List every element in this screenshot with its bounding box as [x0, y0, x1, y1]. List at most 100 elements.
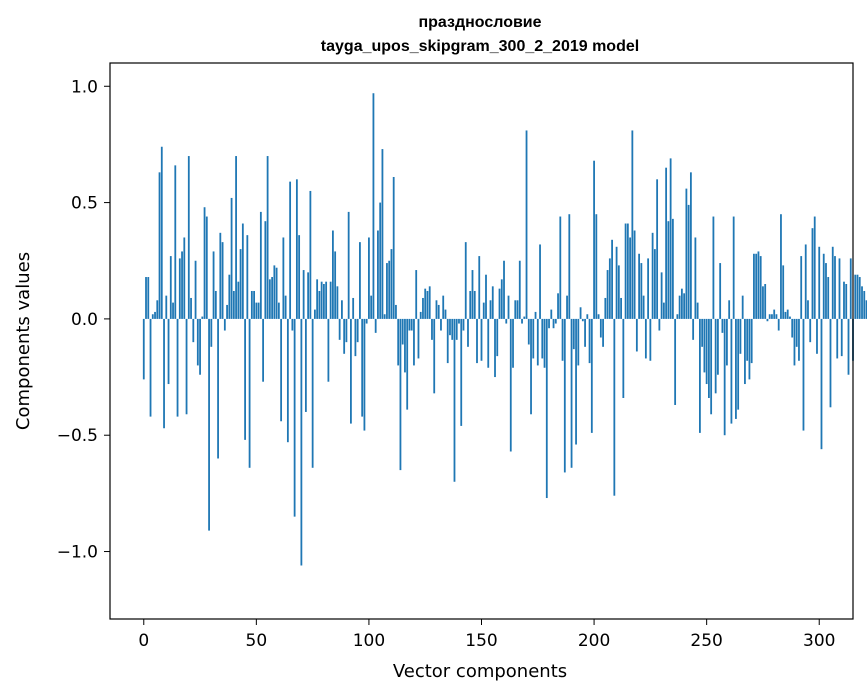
bar	[271, 277, 274, 319]
bar	[424, 288, 427, 319]
bar	[449, 318, 451, 336]
bar	[703, 318, 706, 373]
bar	[762, 286, 764, 319]
bar	[523, 316, 526, 319]
bar	[410, 318, 413, 331]
bar	[728, 300, 731, 319]
bar	[714, 318, 717, 394]
bar	[802, 318, 805, 431]
bar	[543, 318, 546, 368]
bar	[241, 223, 244, 319]
bar	[338, 318, 341, 340]
bar	[536, 318, 539, 366]
bar	[320, 281, 323, 319]
bar	[838, 258, 841, 319]
bar	[169, 256, 172, 319]
bar	[561, 318, 564, 361]
bar	[219, 232, 222, 319]
bar	[154, 311, 156, 319]
bar	[678, 295, 681, 319]
x-tick-label: 100	[353, 631, 385, 651]
bar	[748, 318, 751, 380]
bar	[446, 318, 449, 364]
bar	[822, 253, 825, 319]
bar	[633, 230, 636, 319]
bar	[557, 293, 559, 319]
bar	[300, 318, 303, 566]
bar	[559, 216, 562, 319]
bar	[428, 286, 431, 319]
bar	[196, 318, 199, 366]
bar	[354, 318, 357, 357]
bar	[730, 318, 733, 424]
bar	[683, 293, 686, 319]
bar	[293, 318, 296, 517]
bar	[386, 263, 388, 319]
bar	[602, 318, 604, 347]
bar	[307, 272, 310, 319]
bar	[579, 307, 582, 319]
bar	[471, 270, 474, 319]
bar	[674, 318, 677, 405]
bar	[843, 281, 845, 319]
bar	[359, 242, 361, 319]
bar	[525, 130, 528, 319]
bar	[620, 297, 622, 319]
bar	[566, 295, 568, 319]
bar	[223, 318, 226, 331]
bar	[773, 309, 776, 319]
bar	[469, 290, 472, 319]
bar	[811, 228, 814, 319]
bar	[368, 237, 370, 319]
bar	[575, 318, 577, 445]
x-tick-label: 250	[690, 631, 722, 651]
bar	[221, 242, 224, 319]
bar	[699, 318, 701, 433]
bar	[145, 277, 147, 319]
bar	[458, 318, 460, 324]
bar	[235, 156, 237, 319]
bar	[487, 318, 490, 368]
bar	[341, 300, 343, 319]
bar	[721, 318, 724, 333]
chart-subtitle: tayga_upos_skipgram_300_2_2019 model	[321, 38, 639, 55]
bar	[717, 318, 719, 375]
bar	[784, 311, 787, 319]
bar	[831, 246, 834, 319]
bar	[422, 297, 424, 319]
bar	[259, 211, 262, 319]
bar	[757, 251, 760, 319]
bar	[473, 290, 476, 319]
bar	[768, 314, 771, 319]
y-tick-label: 0.0	[71, 310, 98, 330]
bar	[685, 188, 688, 319]
bar	[374, 318, 377, 333]
bar	[444, 309, 447, 319]
bar	[210, 318, 213, 347]
bar	[284, 295, 287, 319]
bar	[505, 318, 508, 324]
bar	[813, 216, 816, 319]
x-tick-label: 0	[138, 631, 149, 651]
bar	[264, 221, 267, 319]
bar	[647, 258, 650, 319]
bar	[798, 318, 800, 361]
bar	[539, 244, 541, 319]
bar	[253, 290, 255, 319]
bar	[669, 158, 672, 319]
bar	[228, 274, 231, 319]
bar	[692, 318, 695, 340]
bar	[246, 235, 249, 319]
bar	[435, 300, 438, 319]
bar	[478, 256, 481, 319]
bar	[827, 277, 830, 319]
bar	[181, 251, 183, 319]
bar	[217, 318, 219, 459]
bar	[590, 318, 593, 433]
bar	[379, 202, 382, 319]
bar	[187, 156, 190, 319]
bar	[584, 318, 586, 347]
bar	[568, 214, 571, 319]
bar	[604, 297, 607, 319]
bar	[361, 318, 364, 417]
